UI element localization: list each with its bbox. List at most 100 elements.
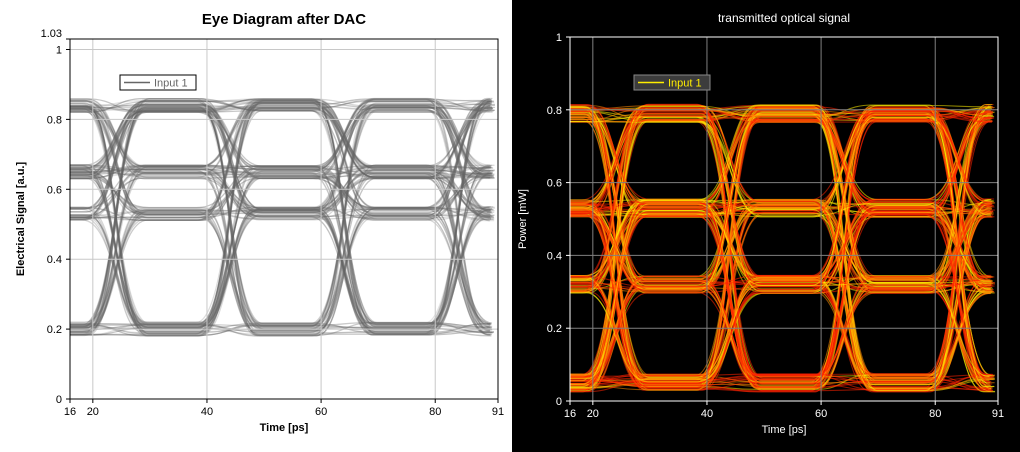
y-tick-label: 0.8 [547,105,562,117]
eye-trace [570,199,993,389]
eye-trace [70,104,491,328]
eye-trace [70,102,490,222]
legend: Input 1 [633,74,711,91]
eye-trace [70,110,490,335]
eye-trace [70,168,493,335]
eye-trace [70,98,491,221]
eye-trace [70,98,490,336]
eye-trace [70,99,491,329]
eye-trace [70,173,491,331]
eye-trace [70,104,491,335]
eye-trace [70,165,492,336]
eye-trace [70,170,494,335]
legend: Input 1 [119,74,197,91]
y-tick-label: 0.2 [47,324,62,336]
eye-trace [70,174,491,330]
optical-signal-chart: 16 20 40 60 80 91 0 0.2 0.4 0.6 0.8 1 transmitted op… [517,11,1004,436]
eye-trace [70,164,491,325]
eye-trace [70,214,491,333]
eye-trace [70,111,492,330]
eye-trace [70,101,495,169]
eye-trace [70,104,495,333]
eye-trace [70,108,494,330]
x-tick-label: 40 [701,408,713,420]
x-axis-label: Time [ps] [762,424,807,436]
eye-trace [70,100,491,329]
eye-trace [570,120,993,290]
legend-label: Input 1 [154,78,188,90]
legend-label: Input 1 [668,78,702,90]
eye-trace [570,216,995,386]
eye-trace [70,103,492,332]
eye-trace [70,107,492,325]
eye-trace [70,100,494,209]
eye-trace [70,100,492,334]
eye-trace [70,98,490,169]
eye-trace [70,97,493,330]
eye-trace [70,171,495,336]
eye-trace [70,98,491,210]
eye-trace [70,101,492,325]
eye-trace [70,107,493,176]
eye-trace [70,101,493,336]
eye-trace [70,173,492,337]
eye-trace [70,170,491,333]
eye-trace [70,109,490,335]
legend-box [633,74,711,91]
eye-trace [70,107,492,336]
eye-trace [70,111,492,336]
eye-trace [70,99,491,220]
eye-trace [70,106,492,332]
eye-trace [70,172,490,216]
eye-trace [570,104,993,289]
eye-trace [70,99,493,335]
eye-trace [70,175,494,211]
y-tick-label: 0.4 [547,250,562,262]
eye-trace [70,102,493,328]
eye-trace [70,170,495,336]
eye-trace [70,110,491,337]
eye-trace [70,98,492,327]
eye-trace [70,99,491,331]
eye-trace [70,99,491,215]
y-tick-label: 0.6 [47,184,62,196]
eye-trace [70,102,493,329]
eye-diagram-dac-chart: 16 20 40 60 80 91 0 0.2 0.4 0.6 0.8 1 1.03 Eye Diagra… [15,11,504,434]
eye-trace [70,209,491,336]
x-tick-label: 40 [201,406,213,418]
grid-lines [70,39,498,399]
eye-trace [70,99,492,327]
eye-trace [70,107,493,176]
chart-title: transmitted optical signal [718,11,850,25]
x-tick-label: 80 [429,406,441,418]
eye-trace [70,105,494,328]
eye-trace [70,100,492,329]
eye-trace [70,165,493,178]
eye-trace [570,108,993,375]
eye-trace [570,111,991,389]
eye-trace [70,107,493,332]
y-tick-label: 0.8 [47,114,62,126]
eye-trace [70,103,494,325]
eye-trace [70,102,494,212]
eye-trace [70,106,491,327]
eye-trace [70,166,493,333]
y-tick-label: 1 [56,44,62,56]
eye-trace [70,101,491,209]
eye-trace [70,107,493,324]
eye-trace [570,118,990,376]
eye-trace [70,106,492,327]
eye-trace [70,98,492,217]
x-tick-label: 60 [815,408,827,420]
eye-trace [70,104,490,332]
eye-trace [70,98,492,328]
eye-trace [70,106,491,324]
eye-trace [70,97,494,335]
eye-trace [70,98,490,331]
eye-trace [70,164,493,328]
x-tick-label: 20 [87,406,99,418]
eye-trace [70,105,490,333]
eye-trace [70,99,492,330]
plot-area [70,39,498,399]
eye-trace [570,114,991,287]
